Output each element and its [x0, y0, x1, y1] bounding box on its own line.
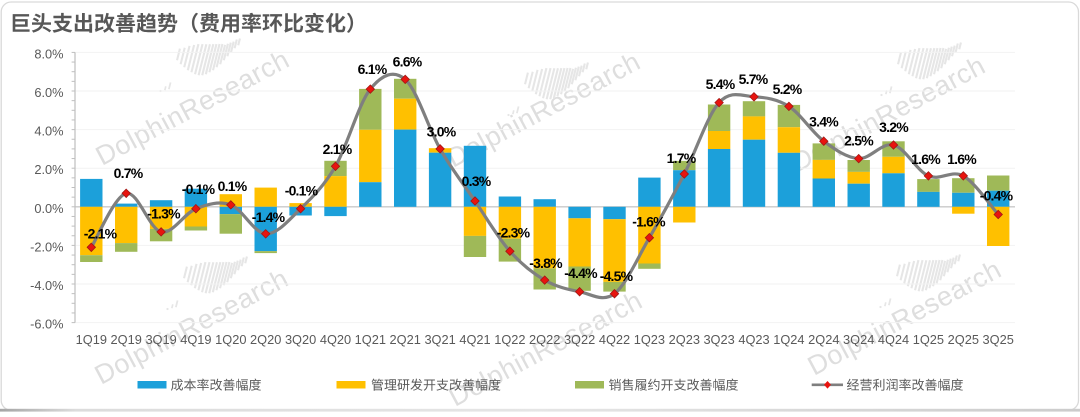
- svg-text:1Q22: 1Q22: [494, 332, 525, 347]
- svg-text:2Q23: 2Q23: [669, 332, 700, 347]
- svg-text:3Q24: 3Q24: [843, 332, 874, 347]
- svg-text:0.3%: 0.3%: [462, 173, 492, 189]
- svg-text:5.4%: 5.4%: [706, 76, 736, 92]
- svg-text:1Q23: 1Q23: [634, 332, 665, 347]
- svg-text:4Q23: 4Q23: [738, 332, 769, 347]
- svg-text:2Q22: 2Q22: [529, 332, 560, 347]
- svg-text:1Q21: 1Q21: [355, 332, 386, 347]
- svg-text:2.1%: 2.1%: [323, 141, 353, 157]
- svg-text:1.6%: 1.6%: [911, 151, 941, 167]
- svg-text:-0.4%: -0.4%: [980, 187, 1014, 203]
- svg-text:2Q21: 2Q21: [390, 332, 421, 347]
- svg-text:3Q23: 3Q23: [703, 332, 734, 347]
- svg-text:4Q21: 4Q21: [459, 332, 490, 347]
- svg-text:4Q22: 4Q22: [599, 332, 630, 347]
- svg-text:-1.3%: -1.3%: [147, 206, 181, 222]
- svg-text:3Q20: 3Q20: [285, 332, 316, 347]
- svg-text:1Q20: 1Q20: [215, 332, 246, 347]
- svg-text:-0.1%: -0.1%: [285, 182, 319, 198]
- svg-text:1Q25: 1Q25: [913, 332, 944, 347]
- svg-text:-0.1%: -0.1%: [182, 181, 216, 197]
- svg-text:6.1%: 6.1%: [358, 61, 388, 77]
- svg-text:1.6%: 1.6%: [947, 151, 977, 167]
- svg-text:-2.1%: -2.1%: [84, 226, 118, 242]
- svg-text:6.6%: 6.6%: [393, 53, 423, 69]
- svg-text:-6.0%: -6.0%: [30, 317, 63, 332]
- svg-text:3Q25: 3Q25: [983, 332, 1014, 347]
- svg-text:3Q19: 3Q19: [145, 332, 176, 347]
- svg-text:-1.4%: -1.4%: [252, 209, 286, 225]
- svg-text:4.0%: 4.0%: [34, 124, 63, 139]
- svg-text:2.5%: 2.5%: [844, 132, 874, 148]
- svg-text:4Q19: 4Q19: [180, 332, 211, 347]
- svg-text:5.7%: 5.7%: [739, 71, 769, 87]
- svg-text:-4.5%: -4.5%: [600, 268, 634, 284]
- svg-text:1Q24: 1Q24: [773, 332, 804, 347]
- svg-text:-3.8%: -3.8%: [529, 255, 563, 271]
- svg-text:2Q24: 2Q24: [808, 332, 839, 347]
- svg-text:0.1%: 0.1%: [218, 178, 248, 194]
- svg-text:3.2%: 3.2%: [879, 119, 909, 135]
- svg-text:-4.4%: -4.4%: [564, 265, 598, 281]
- svg-text:2Q19: 2Q19: [111, 332, 142, 347]
- svg-text:8.0%: 8.0%: [34, 46, 63, 61]
- svg-text:5.2%: 5.2%: [773, 81, 803, 97]
- svg-text:-4.0%: -4.0%: [30, 278, 63, 293]
- svg-text:-2.0%: -2.0%: [30, 239, 63, 254]
- svg-text:-1.6%: -1.6%: [632, 213, 666, 229]
- svg-text:3.4%: 3.4%: [809, 113, 839, 129]
- svg-text:3Q22: 3Q22: [564, 332, 595, 347]
- svg-text:1Q19: 1Q19: [76, 332, 107, 347]
- svg-text:2Q25: 2Q25: [948, 332, 979, 347]
- svg-text:1.7%: 1.7%: [667, 150, 697, 166]
- svg-text:0.7%: 0.7%: [114, 165, 144, 181]
- svg-text:3.0%: 3.0%: [427, 124, 457, 140]
- svg-text:4Q24: 4Q24: [878, 332, 909, 347]
- svg-text:2Q20: 2Q20: [250, 332, 281, 347]
- svg-text:0.0%: 0.0%: [34, 201, 63, 216]
- svg-text:-2.3%: -2.3%: [497, 224, 531, 240]
- svg-text:3Q21: 3Q21: [424, 332, 455, 347]
- svg-text:4Q20: 4Q20: [320, 332, 351, 347]
- svg-text:6.0%: 6.0%: [34, 85, 63, 100]
- svg-text:2.0%: 2.0%: [34, 162, 63, 177]
